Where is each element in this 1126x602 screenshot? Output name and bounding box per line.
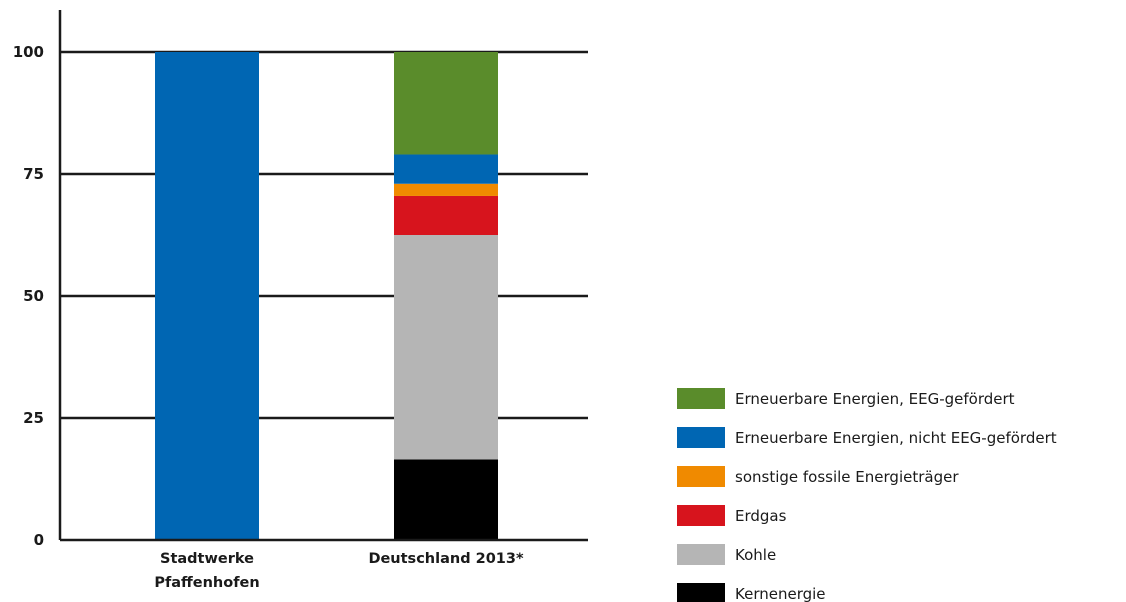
y-tick-label: 25 bbox=[23, 409, 44, 427]
bar-segment bbox=[394, 235, 498, 460]
gridlines bbox=[60, 50, 588, 420]
y-tick-labels: 0 25 50 75 100 bbox=[13, 43, 44, 549]
legend-label: Erneuerbare Energien, EEG-gefördert bbox=[735, 390, 1015, 408]
legend-swatch bbox=[677, 388, 725, 409]
bar-segment bbox=[394, 154, 498, 184]
category-labels: Stadtwerke Pfaffenhofen Deutschland 2013* bbox=[154, 551, 524, 591]
y-tick-label: 0 bbox=[34, 531, 44, 549]
y-tick-label: 100 bbox=[13, 43, 44, 61]
category-label: Stadtwerke bbox=[160, 551, 254, 567]
legend-swatch bbox=[677, 544, 725, 565]
y-tick-label: 50 bbox=[23, 287, 44, 305]
legend-label: Erdgas bbox=[735, 507, 787, 525]
legend-label: Kernenergie bbox=[735, 585, 826, 602]
legend: Erneuerbare Energien, EEG-gefördert Erneu… bbox=[677, 388, 1057, 602]
y-tick-label: 75 bbox=[23, 165, 44, 183]
bars bbox=[155, 52, 498, 540]
axes bbox=[58, 10, 588, 542]
legend-swatch bbox=[677, 466, 725, 487]
legend-swatch bbox=[677, 427, 725, 448]
bar-segment bbox=[394, 52, 498, 155]
legend-swatch bbox=[677, 505, 725, 526]
category-label: Pfaffenhofen bbox=[154, 575, 259, 591]
bar-segment bbox=[394, 459, 498, 540]
legend-label: Erneuerbare Energien, nicht EEG-geförder… bbox=[735, 429, 1057, 447]
bar-segment bbox=[394, 183, 498, 196]
legend-label: sonstige fossile Energieträger bbox=[735, 468, 959, 486]
category-label: Deutschland 2013* bbox=[368, 551, 524, 567]
bar-segment bbox=[394, 195, 498, 235]
bar-segment bbox=[155, 52, 259, 540]
legend-swatch bbox=[677, 583, 725, 602]
legend-label: Kohle bbox=[735, 546, 776, 564]
